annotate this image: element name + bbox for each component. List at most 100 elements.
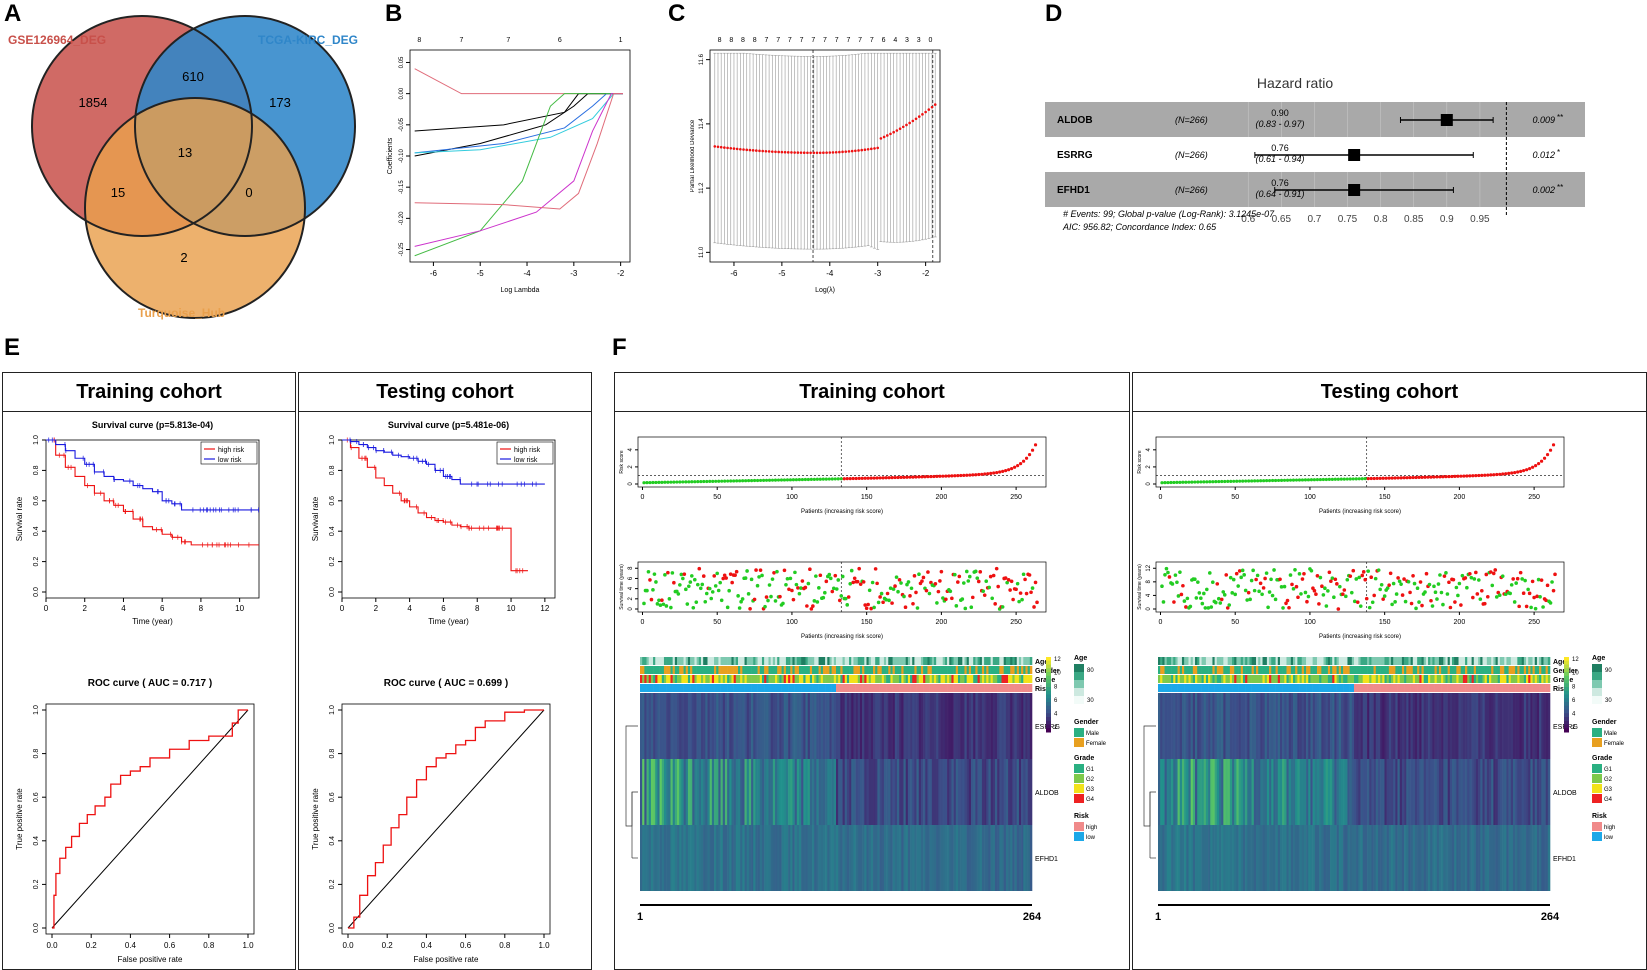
anno-cell-gender: [1397, 666, 1401, 674]
survival-point: [1382, 594, 1387, 598]
heat-cell-esrrg: [990, 693, 994, 759]
anno-cell-gender: [877, 666, 880, 674]
survival-point: [1309, 569, 1314, 573]
survival-point: [666, 570, 670, 575]
survival-point: [1544, 598, 1548, 603]
anno-cell-risk: [1462, 684, 1466, 692]
heat-cell-efhd1: [1188, 825, 1191, 891]
heat-cell-aldob: [1543, 759, 1546, 825]
heat-cell-esrrg: [844, 693, 848, 759]
anno-cell-risk: [857, 684, 861, 692]
heat-cell-efhd1: [1454, 825, 1457, 891]
survival-point: [808, 567, 812, 572]
anno-cell-gender: [1003, 666, 1007, 674]
heat-cell-efhd1: [1467, 825, 1470, 891]
legend-gender-swatch: [1074, 738, 1084, 747]
anno-cell-grade: [862, 675, 865, 683]
anno-cell-grade: [1340, 675, 1344, 683]
heat-cell-aldob: [1284, 759, 1287, 825]
anno-cell-risk: [1523, 684, 1527, 692]
anno-cell-grade: [1412, 675, 1416, 683]
anno-cell-grade: [1367, 675, 1370, 683]
survival-point: [716, 588, 721, 593]
survival-point: [1369, 575, 1374, 580]
heat-cell-efhd1: [1264, 825, 1268, 891]
anno-cell-gender: [1258, 666, 1261, 674]
heat-cell-aldob: [692, 759, 695, 825]
survival-point: [1539, 578, 1544, 582]
heat-cell-aldob: [855, 759, 859, 825]
heat-cell-aldob: [670, 759, 673, 825]
heat-cell-aldob: [1482, 759, 1485, 825]
heat-cell-aldob: [1158, 759, 1161, 825]
risk-point: [1024, 456, 1029, 460]
heat-cell-efhd1: [698, 825, 702, 891]
survival-point: [1194, 596, 1199, 600]
risk-point: [1396, 476, 1400, 480]
anno-cell-age: [1454, 657, 1457, 665]
anno-cell-gender: [1290, 666, 1294, 674]
heat-cell-aldob: [1526, 759, 1529, 825]
survival-point: [840, 574, 845, 579]
anno-cell-gender: [1273, 666, 1276, 674]
anno-cell-grade: [1393, 675, 1396, 683]
anno-cell-gender: [1475, 666, 1479, 674]
anno-cell-gender: [1395, 666, 1398, 674]
heat-cell-esrrg: [1197, 693, 1200, 759]
heat-cell-efhd1: [992, 825, 996, 891]
anno-cell-age: [988, 657, 991, 665]
survival-point: [1459, 603, 1463, 607]
survival-point: [1411, 573, 1415, 578]
anno-cell-grade: [1208, 675, 1211, 683]
anno-cell-gender: [1425, 666, 1429, 674]
x-tick-label: -2: [617, 269, 625, 278]
heat-cell-aldob: [781, 759, 785, 825]
anno-cell-age: [781, 657, 785, 665]
anno-cell-grade: [1008, 675, 1011, 683]
heat-cell-esrrg: [833, 693, 837, 759]
y-axis-label: True positive rate: [311, 788, 320, 850]
anno-cell-risk: [1253, 684, 1257, 692]
heat-cell-aldob: [1256, 759, 1259, 825]
survival-point: [873, 567, 878, 571]
survival-point: [739, 599, 743, 604]
heat-cell-aldob: [783, 759, 787, 825]
anno-cell-age: [936, 657, 939, 665]
heat-cell-esrrg: [1269, 693, 1272, 759]
colorbar-cell: [1564, 694, 1569, 699]
top-tick-label: 7: [823, 37, 827, 44]
heat-cell-aldob: [892, 759, 896, 825]
anno-cell-gender: [1541, 666, 1544, 674]
risk-point: [1489, 473, 1493, 477]
heat-cell-esrrg: [1295, 693, 1298, 759]
anno-cell-grade: [864, 675, 867, 683]
heat-cell-esrrg: [761, 693, 765, 759]
heat-cell-esrrg: [751, 693, 754, 759]
heat-cell-esrrg: [964, 693, 967, 759]
heat-cell-aldob: [1203, 759, 1207, 825]
heat-cell-aldob: [650, 759, 654, 825]
heat-cell-esrrg: [822, 693, 826, 759]
heat-cell-esrrg: [968, 693, 972, 759]
top-tick-label: 7: [846, 37, 850, 44]
anno-cell-grade: [1184, 675, 1187, 683]
survival-point: [793, 570, 797, 575]
cv-point: [847, 150, 851, 153]
anno-cell-gender: [779, 666, 782, 674]
anno-cell-grade: [846, 675, 850, 683]
heat-cell-aldob: [1018, 759, 1022, 825]
anno-cell-risk: [844, 684, 848, 692]
anno-cell-gender: [1229, 666, 1233, 674]
heat-cell-esrrg: [1523, 693, 1527, 759]
forest-p: 0.012: [1532, 150, 1555, 160]
survival-point: [1200, 601, 1205, 606]
anno-cell-age: [1452, 657, 1455, 665]
survival-point: [1260, 592, 1264, 597]
heat-cell-efhd1: [1334, 825, 1337, 891]
anno-cell-age: [1377, 657, 1381, 665]
anno-cell-risk: [1547, 684, 1551, 692]
anno-cell-gender: [1380, 666, 1383, 674]
anno-cell-risk: [1188, 684, 1191, 692]
anno-cell-gender: [1303, 666, 1307, 674]
anno-cell-risk: [1232, 684, 1235, 692]
